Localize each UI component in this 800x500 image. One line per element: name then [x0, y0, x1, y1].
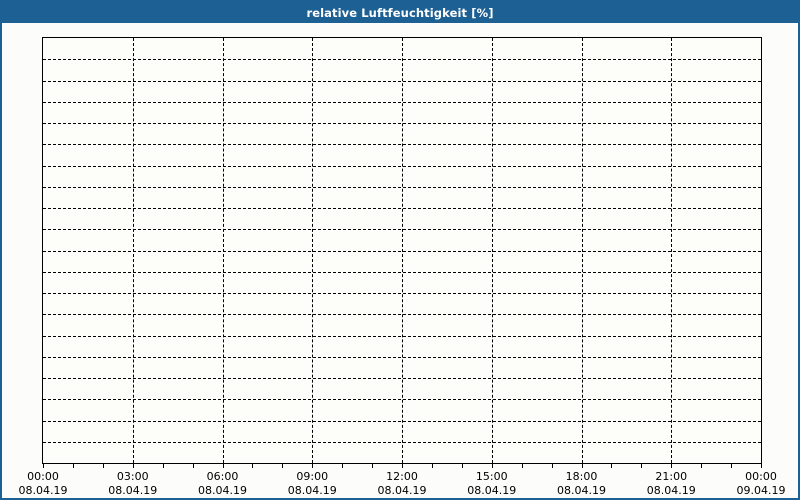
- x-axis-tick: [132, 463, 134, 468]
- x-axis-tick: [192, 463, 194, 468]
- gridline-vertical: [312, 38, 314, 463]
- x-axis-tick-label: 03:00 08.04.19: [88, 470, 178, 498]
- x-axis-tick: [491, 463, 493, 468]
- x-axis-tick-date: 08.04.19: [108, 484, 158, 497]
- x-axis-tick-time: 15:00: [475, 470, 508, 483]
- x-axis-tick: [641, 463, 643, 468]
- x-axis-tick-time: 12:00: [386, 470, 418, 483]
- x-axis-tick-time: 18:00: [565, 470, 598, 483]
- plot-area: 05101520253035404550556065707580859095%0…: [19, 37, 785, 497]
- plot-surface: [43, 38, 761, 463]
- x-axis-tick: [312, 463, 314, 468]
- title-bar: relative Luftfeuchtigkeit [%]: [2, 2, 798, 23]
- x-axis-tick: [162, 463, 164, 468]
- x-axis-tick: [671, 463, 673, 468]
- x-axis-tick: [731, 463, 733, 468]
- gridline-vertical: [222, 38, 224, 463]
- x-axis-tick: [43, 463, 44, 468]
- x-axis-tick-label: 06:00 08.04.19: [178, 470, 268, 498]
- x-axis-tick: [611, 463, 613, 468]
- x-axis-tick: [461, 463, 463, 468]
- x-axis-tick-time: 00:00: [745, 470, 777, 483]
- page-title: relative Luftfeuchtigkeit [%]: [306, 5, 494, 20]
- x-axis-tick: [761, 463, 762, 468]
- x-axis-tick-time: 21:00: [655, 470, 688, 483]
- x-axis-tick: [402, 463, 403, 468]
- x-axis-tick: [252, 463, 254, 468]
- x-axis-tick-date: 08.04.19: [646, 484, 696, 497]
- x-axis-tick: [102, 463, 104, 468]
- x-axis-tick-label: 15:00 08.04.19: [447, 470, 537, 498]
- x-axis-tick-label: 12:00 08.04.19: [357, 470, 447, 498]
- x-axis-tick: [551, 463, 553, 468]
- gridline-vertical: [132, 38, 134, 463]
- x-axis-tick: [372, 463, 374, 468]
- x-axis-tick: [701, 463, 703, 468]
- x-axis-tick: [521, 463, 523, 468]
- x-axis-tick: [222, 463, 224, 468]
- gridline-vertical: [671, 38, 673, 463]
- gridline-vertical: [581, 38, 583, 463]
- x-axis-tick-date: 08.04.19: [377, 484, 427, 497]
- x-axis-tick-label: 00:00 09.04.19: [716, 470, 800, 498]
- x-axis-tick-date: 08.04.19: [198, 484, 247, 497]
- x-axis-tick-date: 08.04.19: [557, 484, 606, 497]
- x-axis-tick: [342, 463, 344, 468]
- x-axis-tick-date: 08.04.19: [467, 484, 517, 497]
- x-axis-tick-label: 21:00 08.04.19: [626, 470, 716, 498]
- x-axis-tick: [282, 463, 284, 468]
- x-axis-tick-label: 00:00 08.04.19: [0, 470, 88, 498]
- x-axis-tick-time: 00:00: [27, 470, 59, 483]
- x-axis-tick: [431, 463, 433, 468]
- x-axis-tick-label: 18:00 08.04.19: [537, 470, 627, 498]
- x-axis-tick-date: 08.04.19: [18, 484, 68, 497]
- x-axis-tick-time: 03:00: [116, 470, 149, 483]
- x-axis-tick-date: 09.04.19: [736, 484, 786, 497]
- x-axis-tick-date: 08.04.19: [287, 484, 337, 497]
- x-axis-tick-time: 06:00: [206, 470, 239, 483]
- x-axis-tick: [72, 463, 74, 468]
- x-axis-tick-time: 09:00: [296, 470, 329, 483]
- gridline-vertical: [491, 38, 493, 463]
- gridline-vertical: [402, 38, 403, 463]
- x-axis-tick-label: 09:00 08.04.19: [267, 470, 357, 498]
- x-axis-tick: [581, 463, 583, 468]
